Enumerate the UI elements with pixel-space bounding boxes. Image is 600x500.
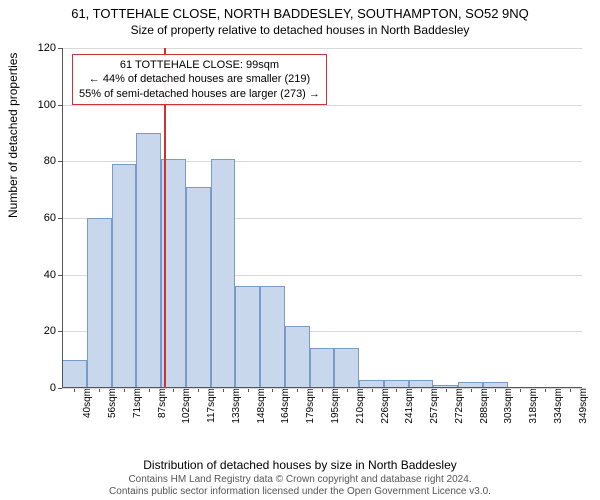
x-tick-label: 56sqm	[103, 388, 118, 418]
y-axis-line	[62, 48, 63, 388]
x-tick-label: 334sqm	[549, 388, 564, 424]
annotation-box: 61 TOTTEHALE CLOSE: 99sqm ← 44% of detac…	[72, 54, 327, 105]
chart-main-title: 61, TOTTEHALE CLOSE, NORTH BADDESLEY, SO…	[0, 0, 600, 21]
annotation-line-2: ← 44% of detached houses are smaller (21…	[79, 72, 320, 86]
x-tick-label: 40sqm	[78, 388, 93, 418]
x-axis-label: Distribution of detached houses by size …	[0, 458, 600, 472]
x-tick-label: 318sqm	[524, 388, 539, 424]
property-size-chart: 61, TOTTEHALE CLOSE, NORTH BADDESLEY, SO…	[0, 0, 600, 500]
annotation-line-3: 55% of semi-detached houses are larger (…	[79, 87, 320, 101]
chart-sub-title: Size of property relative to detached ho…	[0, 21, 600, 37]
histogram-bar	[310, 348, 335, 388]
chart-footer: Contains HM Land Registry data © Crown c…	[0, 474, 600, 498]
footer-line-2: Contains public sector information licen…	[0, 486, 600, 498]
x-tick-label: 257sqm	[425, 388, 440, 424]
histogram-bar	[235, 286, 260, 388]
plot-area: 61 TOTTEHALE CLOSE: 99sqm ← 44% of detac…	[62, 48, 582, 388]
y-axis-label: Number of detached properties	[6, 53, 20, 218]
annotation-line-1: 61 TOTTEHALE CLOSE: 99sqm	[79, 58, 320, 72]
x-tick-label: 179sqm	[301, 388, 316, 424]
footer-line-1: Contains HM Land Registry data © Crown c…	[0, 474, 600, 486]
x-tick-label: 272sqm	[450, 388, 465, 424]
x-tick-label: 226sqm	[376, 388, 391, 424]
histogram-bar	[186, 187, 211, 388]
x-tick-label: 71sqm	[128, 388, 143, 418]
grid-line	[62, 388, 582, 389]
histogram-bar	[136, 133, 161, 388]
x-tick-label: 241sqm	[400, 388, 415, 424]
x-tick-label: 210sqm	[351, 388, 366, 424]
x-tick-label: 349sqm	[574, 388, 589, 424]
histogram-bar	[211, 159, 236, 389]
x-tick-label: 164sqm	[276, 388, 291, 424]
histogram-bar	[260, 286, 285, 388]
grid-line	[62, 48, 582, 49]
histogram-bar	[334, 348, 359, 388]
x-tick-label: 117sqm	[202, 388, 217, 423]
histogram-bar	[62, 360, 87, 388]
x-axis-line	[62, 387, 582, 388]
x-tick-label: 102sqm	[177, 388, 192, 424]
histogram-bar	[112, 164, 137, 388]
x-tick-label: 288sqm	[475, 388, 490, 424]
x-tick-label: 195sqm	[326, 388, 341, 424]
histogram-bar	[87, 218, 112, 388]
x-tick-label: 148sqm	[252, 388, 267, 424]
x-tick-label: 303sqm	[499, 388, 514, 424]
histogram-bar	[285, 326, 310, 388]
x-tick-label: 133sqm	[227, 388, 242, 424]
x-tick-label: 87sqm	[153, 388, 168, 418]
